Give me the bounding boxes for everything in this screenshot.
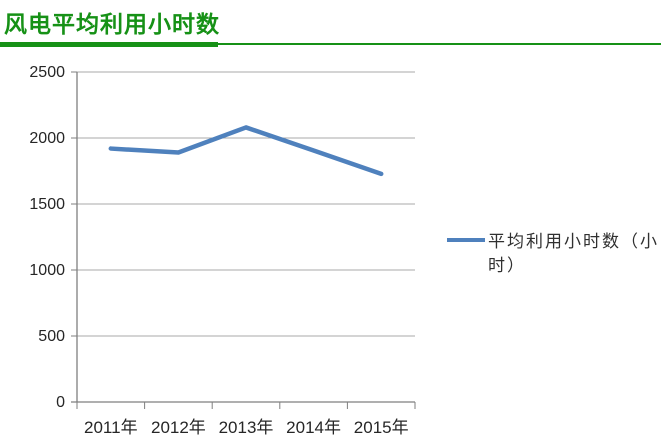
x-tick-label: 2014年	[286, 418, 341, 437]
y-tick-label: 2000	[29, 130, 65, 147]
title-underline-thick	[0, 42, 218, 47]
legend-label: 平均利用小时数（小时）	[488, 232, 659, 275]
x-tick-label: 2011年	[84, 418, 138, 437]
title-underline	[0, 42, 661, 48]
y-tick-label: 2500	[29, 64, 65, 81]
legend-line-swatch	[447, 238, 485, 242]
x-tick-label: 2013年	[219, 418, 274, 437]
x-tick-label: 2015年	[354, 418, 409, 437]
page-title: 风电平均利用小时数	[4, 11, 220, 37]
y-tick-label: 0	[56, 394, 65, 411]
y-tick-label: 1500	[29, 196, 65, 213]
data-line-series	[108, 125, 384, 177]
title-underline-thin	[218, 43, 661, 45]
legend: 平均利用小时数（小时）	[447, 230, 661, 278]
x-tick-label: 2012年	[151, 418, 206, 437]
y-tick-label: 1000	[29, 262, 65, 279]
y-tick-label: 500	[38, 328, 65, 345]
